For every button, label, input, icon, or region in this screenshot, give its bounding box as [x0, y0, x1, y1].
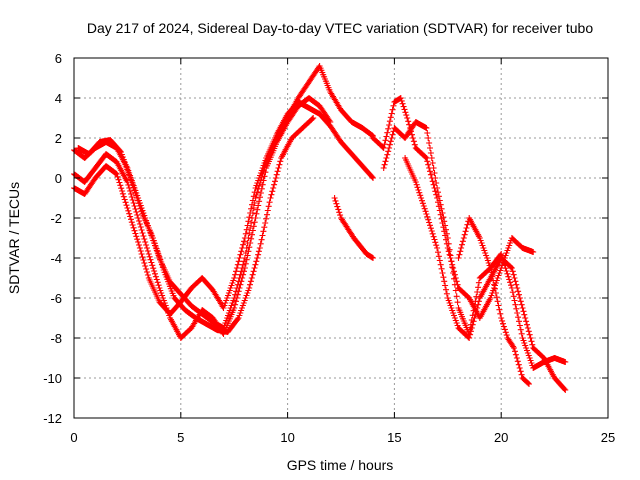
y-axis-ticks: -12 -10 -8 -6 -4 -2 0 2 4 6 [43, 51, 608, 426]
x-tick-label: 25 [601, 430, 615, 445]
y-tick-label: -10 [43, 371, 62, 386]
series-track-5 [331, 195, 376, 261]
y-tick-label: -4 [50, 251, 62, 266]
y-tick-label: 6 [55, 51, 62, 66]
x-tick-label: 10 [280, 430, 294, 445]
data-marks [71, 63, 569, 393]
series-track-3 [71, 99, 376, 317]
plus-markers [331, 195, 376, 261]
y-tick-label: -6 [50, 291, 62, 306]
chart-title: Day 217 of 2024, Sidereal Day-to-day VTE… [87, 20, 594, 36]
plus-markers [75, 115, 317, 335]
x-tick-label: 15 [387, 430, 401, 445]
y-axis-label: SDTVAR / TECUs [6, 182, 22, 294]
y-tick-label: -12 [43, 411, 62, 426]
series-track-7 [380, 119, 569, 371]
plus-markers [402, 155, 569, 393]
y-tick-label: 2 [55, 131, 62, 146]
plus-markers [380, 119, 569, 371]
x-axis-ticks: 0 5 10 15 20 25 [70, 58, 615, 445]
series-track-9 [455, 215, 532, 387]
plot-frame [73, 57, 609, 419]
x-tick-label: 20 [494, 430, 508, 445]
series-track-8 [402, 155, 569, 393]
y-tick-label: -2 [50, 211, 62, 226]
series-track-4 [75, 115, 317, 335]
series-track-6 [370, 95, 537, 321]
y-tick-label: 4 [55, 91, 62, 106]
plus-markers [370, 95, 537, 321]
series-track-1 [71, 63, 376, 331]
y-tick-label: -8 [50, 331, 62, 346]
x-axis-label: GPS time / hours [287, 457, 394, 473]
grid [74, 58, 608, 418]
plus-markers [71, 63, 376, 331]
plus-markers [71, 99, 376, 317]
x-tick-label: 0 [70, 430, 77, 445]
x-tick-label: 5 [177, 430, 184, 445]
y-tick-label: 0 [55, 171, 62, 186]
plus-markers [455, 215, 532, 387]
